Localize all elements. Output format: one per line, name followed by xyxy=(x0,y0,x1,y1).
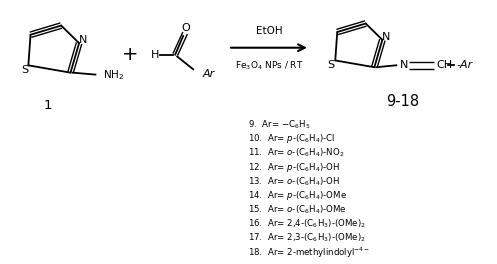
Text: 16.  Ar= 2,4-(C$_6$H$_3$)-(OMe)$_2$: 16. Ar= 2,4-(C$_6$H$_3$)-(OMe)$_2$ xyxy=(248,218,366,230)
Text: 17.  Ar= 2,3-(C$_6$H$_3$)-(OMe)$_2$: 17. Ar= 2,3-(C$_6$H$_3$)-(OMe)$_2$ xyxy=(248,232,366,244)
Text: 14.  Ar= $p$-(C$_6$H$_4$)-OMe: 14. Ar= $p$-(C$_6$H$_4$)-OMe xyxy=(248,189,347,202)
Text: O: O xyxy=(182,23,190,33)
Text: 9.  Ar= $-$C$_6$H$_5$: 9. Ar= $-$C$_6$H$_5$ xyxy=(248,118,311,131)
Text: 11.  Ar= $o$-(C$_6$H$_4$)-NO$_2$: 11. Ar= $o$-(C$_6$H$_4$)-NO$_2$ xyxy=(248,147,344,159)
Text: Fe$_3$O$_4$ NPs / RT: Fe$_3$O$_4$ NPs / RT xyxy=(235,59,303,72)
Text: EtOH: EtOH xyxy=(255,26,282,36)
Text: +: + xyxy=(122,45,139,64)
Text: N: N xyxy=(400,60,409,70)
Text: 12.  Ar= $p$-(C$_6$H$_4$)-OH: 12. Ar= $p$-(C$_6$H$_4$)-OH xyxy=(248,161,340,174)
Text: H: H xyxy=(151,50,160,60)
Text: 1: 1 xyxy=(43,99,52,112)
Text: N: N xyxy=(79,35,87,45)
Text: -Ar: -Ar xyxy=(456,60,472,70)
Text: NH$_2$: NH$_2$ xyxy=(103,69,125,82)
Text: N: N xyxy=(382,32,391,42)
Text: 9-18: 9-18 xyxy=(386,94,419,109)
Text: S: S xyxy=(21,65,28,75)
Text: 10.  Ar= $p$-(C$_6$H$_4$)-Cl: 10. Ar= $p$-(C$_6$H$_4$)-Cl xyxy=(248,133,335,145)
Text: Ar: Ar xyxy=(202,69,214,79)
Text: S: S xyxy=(328,60,335,70)
Text: 15.  Ar= $o$-(C$_6$H$_4$)-OMe: 15. Ar= $o$-(C$_6$H$_4$)-OMe xyxy=(248,204,347,216)
Text: CH: CH xyxy=(436,60,452,70)
Text: 18.  Ar= 2-methylindolyl$^{-4-}$: 18. Ar= 2-methylindolyl$^{-4-}$ xyxy=(248,246,370,261)
Text: 13.  Ar= $o$-(C$_6$H$_4$)-OH: 13. Ar= $o$-(C$_6$H$_4$)-OH xyxy=(248,175,340,187)
